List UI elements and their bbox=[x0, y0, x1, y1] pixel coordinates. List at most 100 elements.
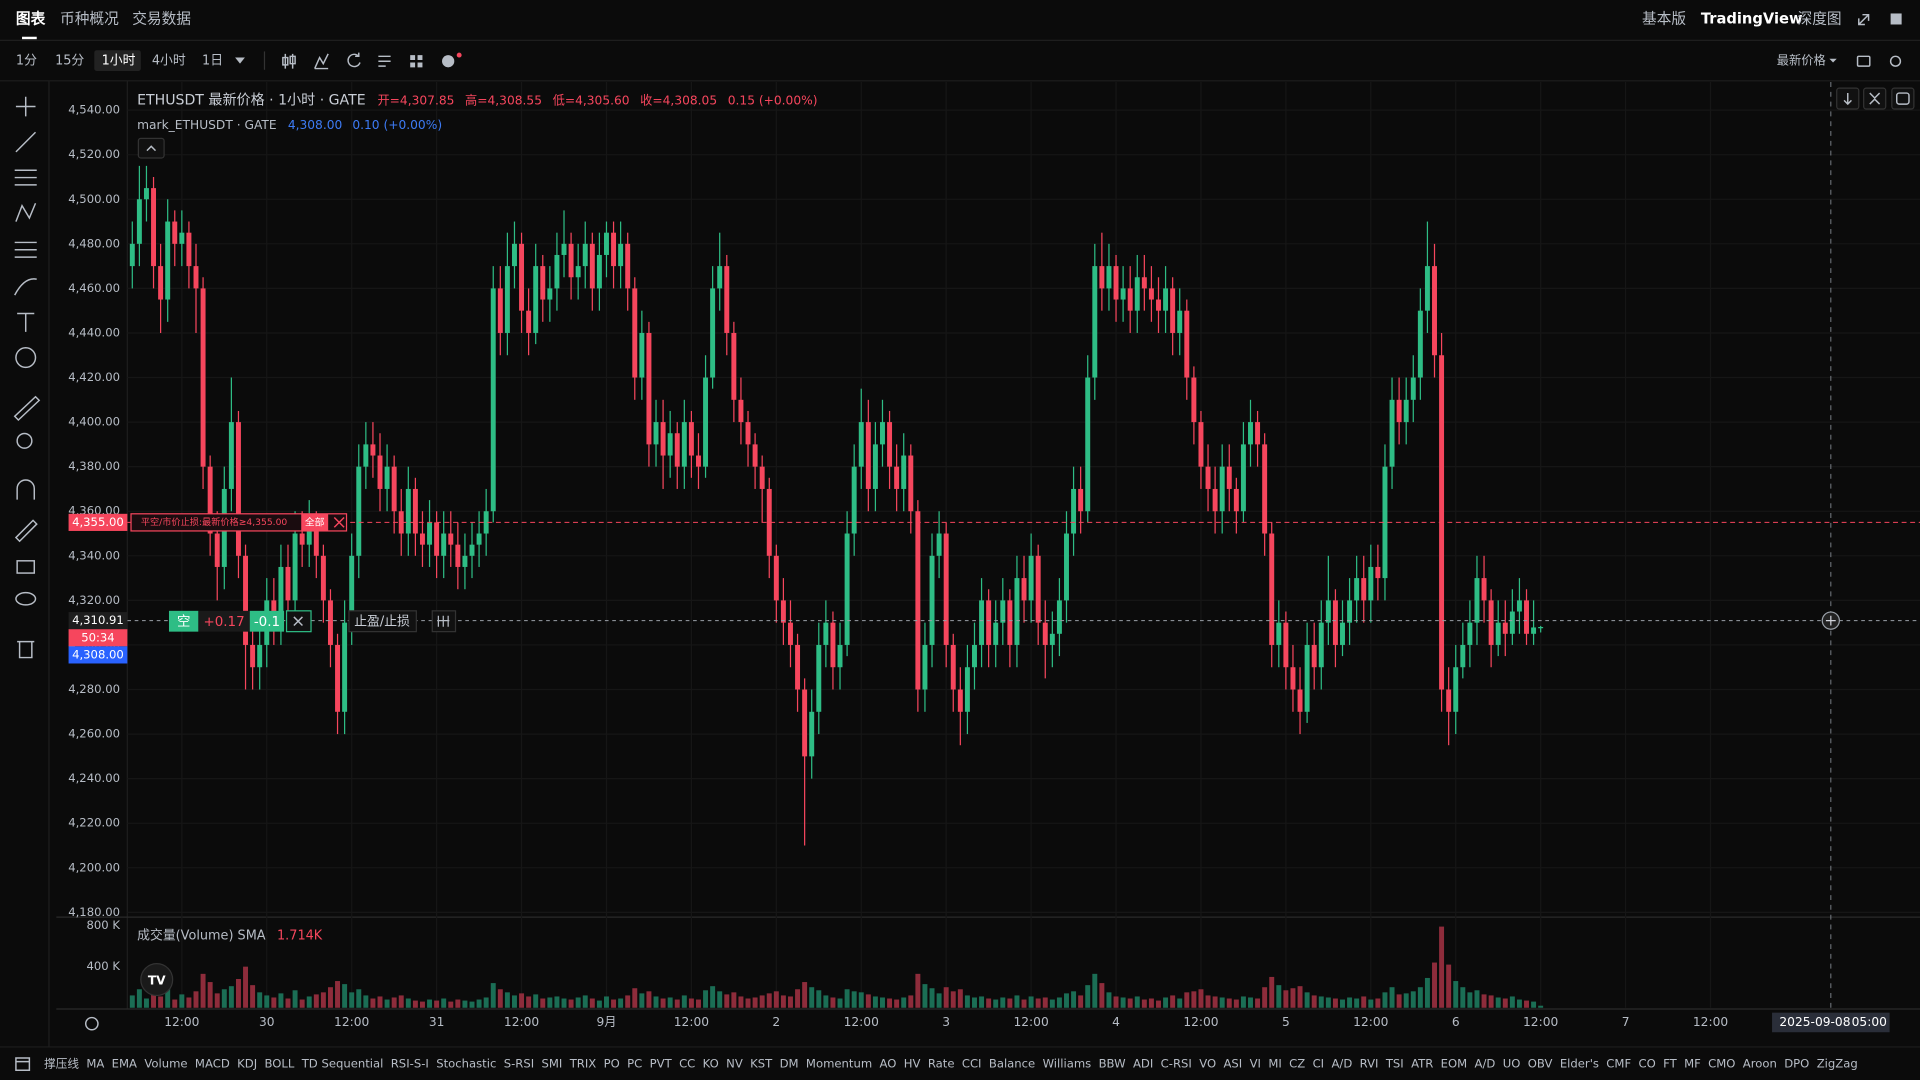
indicator-link[interactable]: ASI bbox=[1223, 1057, 1242, 1071]
indicator-link[interactable]: VI bbox=[1250, 1057, 1261, 1071]
indicator-link[interactable]: 撑压线 bbox=[44, 1057, 79, 1071]
interval[interactable]: 1日 bbox=[202, 54, 223, 69]
lock-draw-tool[interactable] bbox=[14, 519, 38, 543]
indicator-link[interactable]: KST bbox=[750, 1057, 773, 1071]
indicator-link[interactable]: C-RSI bbox=[1161, 1057, 1192, 1071]
ruler-tool[interactable] bbox=[13, 395, 41, 422]
indicator-link[interactable]: A/D bbox=[1475, 1057, 1496, 1071]
nav-link[interactable]: 基本版 bbox=[1642, 11, 1686, 28]
layout-icon[interactable] bbox=[410, 55, 423, 68]
indicator-link[interactable]: UO bbox=[1503, 1057, 1521, 1071]
fullscreen-icon[interactable] bbox=[1890, 13, 1902, 25]
indicator-link[interactable]: BOLL bbox=[264, 1057, 294, 1071]
brush-tool[interactable] bbox=[14, 278, 37, 296]
indicator-icon[interactable] bbox=[314, 53, 329, 70]
indicator-link[interactable]: KDJ bbox=[237, 1057, 257, 1071]
indicator-link[interactable]: Volume bbox=[144, 1057, 187, 1071]
replay-icon[interactable] bbox=[347, 52, 361, 68]
nav-link[interactable]: 深度图 bbox=[1798, 11, 1842, 28]
indicator-link[interactable]: PC bbox=[627, 1057, 642, 1071]
candle-type-icon[interactable] bbox=[282, 53, 296, 69]
indicator-link[interactable]: DPO bbox=[1784, 1057, 1809, 1071]
hide-tool[interactable] bbox=[15, 591, 37, 606]
indicator-link[interactable]: Elder's bbox=[1560, 1057, 1599, 1071]
crosshair-tool[interactable] bbox=[15, 96, 36, 117]
magnet-tool[interactable] bbox=[16, 479, 36, 500]
indicator-link[interactable]: Rate bbox=[928, 1057, 955, 1071]
indicator-link[interactable]: MI bbox=[1268, 1057, 1281, 1071]
indicator-link[interactable]: BBW bbox=[1099, 1057, 1127, 1071]
indicator-link[interactable]: PO bbox=[604, 1057, 620, 1071]
add-icon[interactable] bbox=[442, 55, 455, 68]
pattern-tool[interactable] bbox=[15, 202, 37, 222]
dropdown-arrow[interactable] bbox=[235, 57, 245, 64]
expand-icon[interactable] bbox=[1858, 13, 1870, 26]
projection-tool[interactable] bbox=[14, 241, 37, 258]
indicator-link[interactable]: TD Sequential bbox=[301, 1057, 384, 1071]
text-tool[interactable] bbox=[17, 312, 35, 332]
indicator-link[interactable]: Stochastic bbox=[436, 1057, 496, 1071]
delete-tool[interactable] bbox=[17, 640, 35, 659]
camera-icon[interactable] bbox=[1856, 55, 1871, 67]
trendline-tool[interactable] bbox=[15, 131, 37, 153]
indicator-link[interactable]: EMA bbox=[112, 1057, 137, 1071]
indicator-link[interactable]: EOM bbox=[1441, 1057, 1468, 1071]
indicator-link[interactable]: RVI bbox=[1360, 1057, 1379, 1071]
collapse-button[interactable] bbox=[137, 137, 165, 159]
indicator-link[interactable]: CI bbox=[1313, 1057, 1325, 1071]
interval[interactable]: 1分 bbox=[16, 54, 37, 69]
dropdown-arrow[interactable] bbox=[1829, 58, 1837, 63]
indicator-link[interactable]: CZ bbox=[1289, 1057, 1305, 1071]
indicator-link[interactable]: TSI bbox=[1385, 1057, 1404, 1071]
emoji-tool[interactable] bbox=[15, 347, 37, 369]
indicator-link[interactable]: SMI bbox=[542, 1057, 563, 1071]
pane-button[interactable] bbox=[1891, 87, 1915, 110]
indicator-link[interactable]: KO bbox=[703, 1057, 719, 1071]
indicator-link[interactable]: ZigZag bbox=[1817, 1057, 1858, 1071]
indicator-link[interactable]: FT bbox=[1663, 1057, 1677, 1071]
indicator-link[interactable]: S-RSI bbox=[504, 1057, 534, 1071]
nav-tab[interactable]: 图表 bbox=[16, 10, 46, 28]
indicator-link[interactable]: AO bbox=[880, 1057, 897, 1071]
indicator-link[interactable]: NV bbox=[726, 1057, 743, 1071]
lock-tool[interactable] bbox=[16, 560, 36, 574]
indicator-link[interactable]: ADI bbox=[1133, 1057, 1153, 1071]
indicator-link[interactable]: CCI bbox=[962, 1057, 982, 1071]
indicator-link[interactable]: A/D bbox=[1331, 1057, 1352, 1071]
tpsl-bg[interactable] bbox=[348, 610, 417, 633]
nav-link[interactable]: TradingView bbox=[1701, 11, 1803, 28]
indicator-link[interactable]: Williams bbox=[1043, 1057, 1092, 1071]
indicator-link[interactable]: TRIX bbox=[569, 1057, 597, 1071]
indicator-link[interactable]: CC bbox=[679, 1057, 695, 1071]
axis-settings[interactable] bbox=[84, 1016, 99, 1031]
order-action-bg[interactable] bbox=[301, 513, 329, 531]
indicator-link[interactable]: OBV bbox=[1528, 1057, 1553, 1071]
indicator-link[interactable]: Balance bbox=[989, 1057, 1035, 1071]
interval[interactable]: 1小时 bbox=[102, 54, 136, 69]
order-cancel[interactable] bbox=[333, 516, 345, 528]
indicator-link[interactable]: RSI-S-I bbox=[391, 1057, 429, 1071]
indicator-link[interactable]: ATR bbox=[1411, 1057, 1433, 1071]
indicator-link[interactable]: MACD bbox=[195, 1057, 230, 1071]
template-icon[interactable] bbox=[378, 55, 391, 67]
indicator-link[interactable]: PVT bbox=[650, 1057, 673, 1071]
price-source[interactable]: 最新价格 bbox=[1777, 53, 1826, 68]
indicator-link[interactable]: HV bbox=[904, 1057, 921, 1071]
indicator-link[interactable]: VO bbox=[1199, 1057, 1216, 1071]
indicator-link[interactable]: CMO bbox=[1708, 1057, 1735, 1071]
settings-icon[interactable] bbox=[1889, 55, 1902, 67]
indicator-link[interactable]: DM bbox=[780, 1057, 799, 1071]
nav-tab[interactable]: 交易数据 bbox=[132, 10, 191, 28]
interval[interactable]: 4小时 bbox=[152, 54, 186, 69]
interval[interactable]: 15分 bbox=[55, 54, 84, 69]
calendar-icon[interactable] bbox=[15, 1057, 31, 1071]
zoom-tool[interactable] bbox=[16, 432, 33, 449]
indicator-link[interactable]: Momentum bbox=[806, 1057, 872, 1071]
indicator-link[interactable]: MA bbox=[86, 1057, 104, 1071]
nav-tab[interactable]: 币种概况 bbox=[60, 11, 119, 28]
tv-logo[interactable] bbox=[140, 963, 174, 997]
fib-tool[interactable] bbox=[14, 169, 37, 186]
indicator-link[interactable]: Aroon bbox=[1743, 1057, 1777, 1071]
indicator-link[interactable]: MF bbox=[1684, 1057, 1701, 1071]
indicator-link[interactable]: CMF bbox=[1606, 1057, 1631, 1071]
